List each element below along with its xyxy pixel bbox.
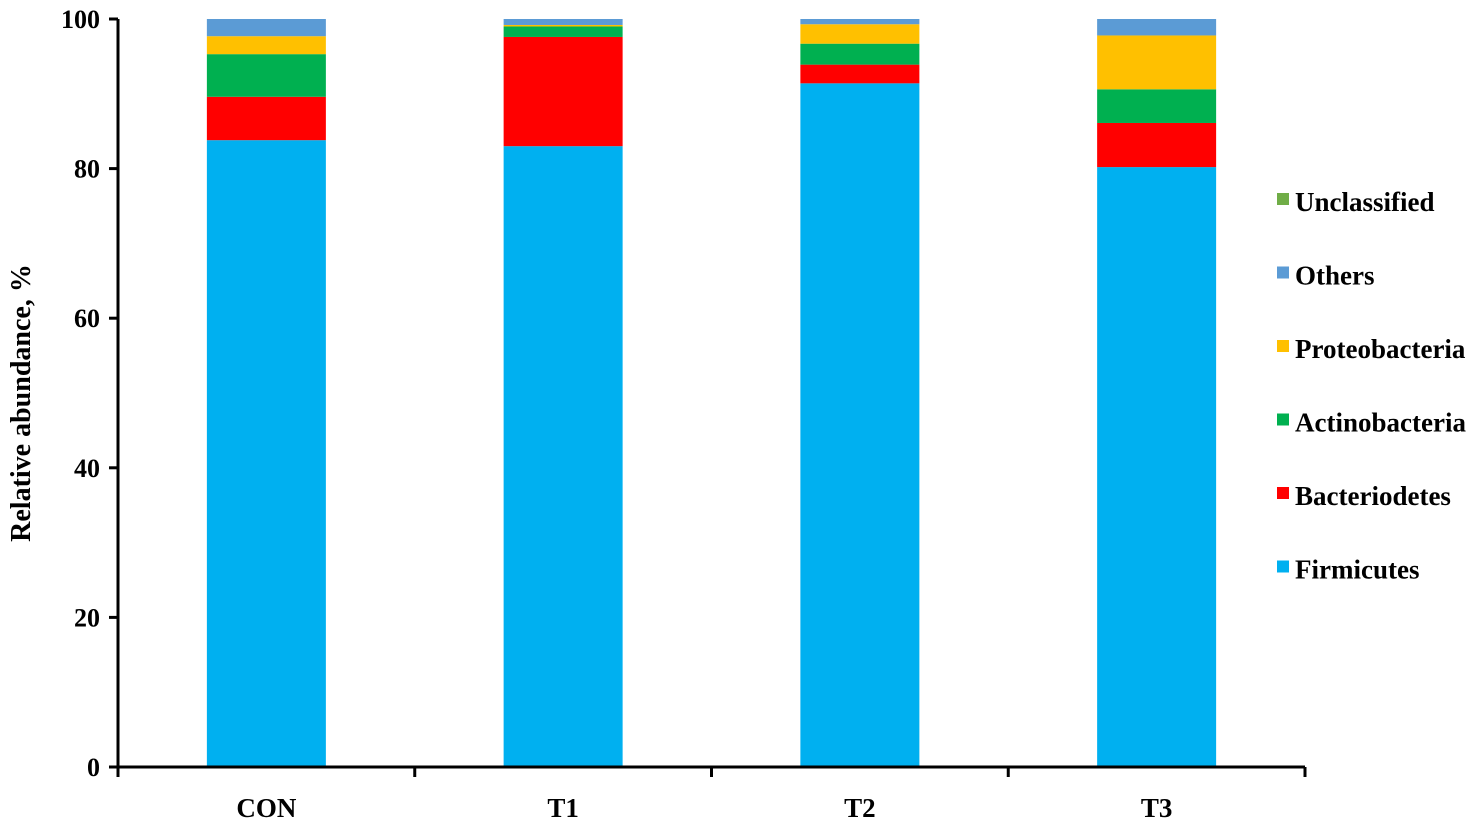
legend-label: Firmicutes — [1295, 555, 1419, 585]
legend-label: Actinobacteria — [1295, 408, 1466, 438]
legend-swatch — [1277, 487, 1289, 499]
y-ticks: 0 20 40 60 80 100 — [61, 5, 118, 782]
bar-segment — [1097, 122, 1217, 168]
bar-segment — [206, 54, 326, 97]
bar-segment — [206, 96, 326, 141]
bar-segment — [1097, 19, 1217, 36]
bars-layer — [206, 19, 1217, 767]
bar-segment — [800, 83, 920, 767]
legend-label: Bacteriodetes — [1295, 481, 1451, 511]
bar-segment — [503, 24, 623, 27]
bar-segment — [1097, 167, 1217, 767]
y-tick-label: 60 — [74, 304, 100, 333]
x-category-label: T3 — [1141, 793, 1173, 821]
legend-swatch — [1277, 193, 1289, 205]
y-tick-label: 100 — [61, 5, 100, 34]
legend-swatch — [1277, 266, 1289, 279]
bar-segment — [800, 24, 920, 44]
bar-segment — [1097, 35, 1217, 90]
y-tick-label: 20 — [74, 603, 100, 632]
y-axis-title: Relative abundance, % — [6, 264, 37, 542]
bar-segment — [800, 64, 920, 84]
bar-segment — [503, 36, 623, 147]
y-tick-label: 40 — [74, 454, 100, 483]
legend-swatch — [1277, 413, 1289, 426]
legend-label: Others — [1295, 261, 1374, 291]
x-ticks: CON T1 T2 T3 — [116, 767, 1307, 823]
x-category-label: CON — [236, 793, 297, 821]
bar-segment — [1097, 89, 1217, 123]
x-category-label: T2 — [844, 793, 876, 821]
bar-segment — [206, 140, 326, 767]
legend-swatch — [1277, 340, 1289, 352]
bar-segment — [503, 146, 623, 767]
bar-segment — [503, 19, 623, 25]
bar-segment — [800, 43, 920, 65]
bar-segment — [800, 19, 920, 25]
x-category-label: T1 — [547, 793, 579, 821]
y-tick-label: 0 — [87, 753, 100, 782]
legend-label: Proteobacteria — [1295, 334, 1466, 364]
legend-label: Unclassified — [1295, 187, 1435, 217]
bar-segment — [206, 36, 326, 55]
bar-segment — [206, 19, 326, 37]
legend-swatch — [1277, 560, 1289, 573]
y-tick-label: 80 — [74, 155, 100, 184]
bar-segment — [503, 26, 623, 37]
legend: Unclassified Others Proteobacteria Actinoba… — [1277, 187, 1466, 585]
